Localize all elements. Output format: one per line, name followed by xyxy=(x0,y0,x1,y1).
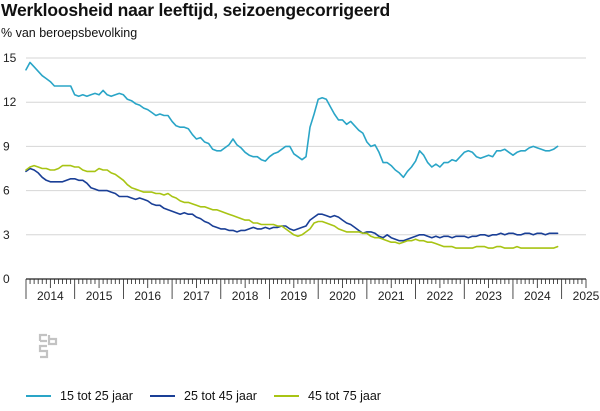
legend-label-25-45: 25 tot 45 jaar xyxy=(184,389,257,403)
x-axis: 2014 2015 2016 2017 2018 2019 2020 2021 2022 2023… xyxy=(25,278,600,303)
legend-item-25-45: 25 tot 45 jaar xyxy=(150,389,257,403)
legend-label-15-25: 15 tot 25 jaar xyxy=(60,389,133,403)
y-tick-label-9: 9 xyxy=(3,139,10,153)
x-tick-label-2024: 2024 xyxy=(524,289,551,303)
legend-label-45-75: 45 tot 75 jaar xyxy=(308,389,381,403)
x-tick-label-2017: 2017 xyxy=(183,289,210,303)
x-tick-label-2018: 2018 xyxy=(232,289,259,303)
legend-item-15-25: 15 tot 25 jaar xyxy=(26,389,133,403)
x-tick-label-2015: 2015 xyxy=(86,289,113,303)
x-tick-label-2019: 2019 xyxy=(280,289,307,303)
x-tick-label-2014: 2014 xyxy=(37,289,64,303)
y-tick-label-6: 6 xyxy=(3,184,10,198)
y-tick-label-12: 12 xyxy=(3,95,17,109)
x-tick-label-2020: 2020 xyxy=(329,289,356,303)
y-axis-unit-label: % van beroepsbevolking xyxy=(1,26,138,40)
legend-swatch-45-75 xyxy=(274,395,299,397)
y-tick-label-3: 3 xyxy=(3,228,10,242)
series-lines xyxy=(25,61,559,249)
x-tick-label-2021: 2021 xyxy=(378,289,405,303)
y-tick-label-0: 0 xyxy=(3,272,10,286)
x-tick-label-2023: 2023 xyxy=(475,289,502,303)
x-tick-label-2025: 2025 xyxy=(573,289,600,303)
legend-swatch-15-25 xyxy=(26,395,51,397)
legend-item-45-75: 45 tot 75 jaar xyxy=(274,389,381,403)
cbs-logo-icon xyxy=(37,331,59,361)
series-line-2 xyxy=(25,164,559,249)
y-axis-ticks: 0 3 6 9 12 15 xyxy=(3,51,17,286)
chart-title: Werkloosheid naar leeftijd, seizoengecor… xyxy=(1,0,391,20)
series-line-1 xyxy=(25,167,559,242)
legend-swatch-25-45 xyxy=(150,395,175,397)
chart-legend: 15 tot 25 jaar 25 tot 45 jaar 45 tot 75 … xyxy=(0,389,600,407)
y-tick-label-15: 15 xyxy=(3,51,17,65)
x-tick-label-2016: 2016 xyxy=(134,289,161,303)
gridlines xyxy=(26,57,586,236)
series-line-0 xyxy=(25,61,559,179)
x-tick-label-2022: 2022 xyxy=(427,289,454,303)
